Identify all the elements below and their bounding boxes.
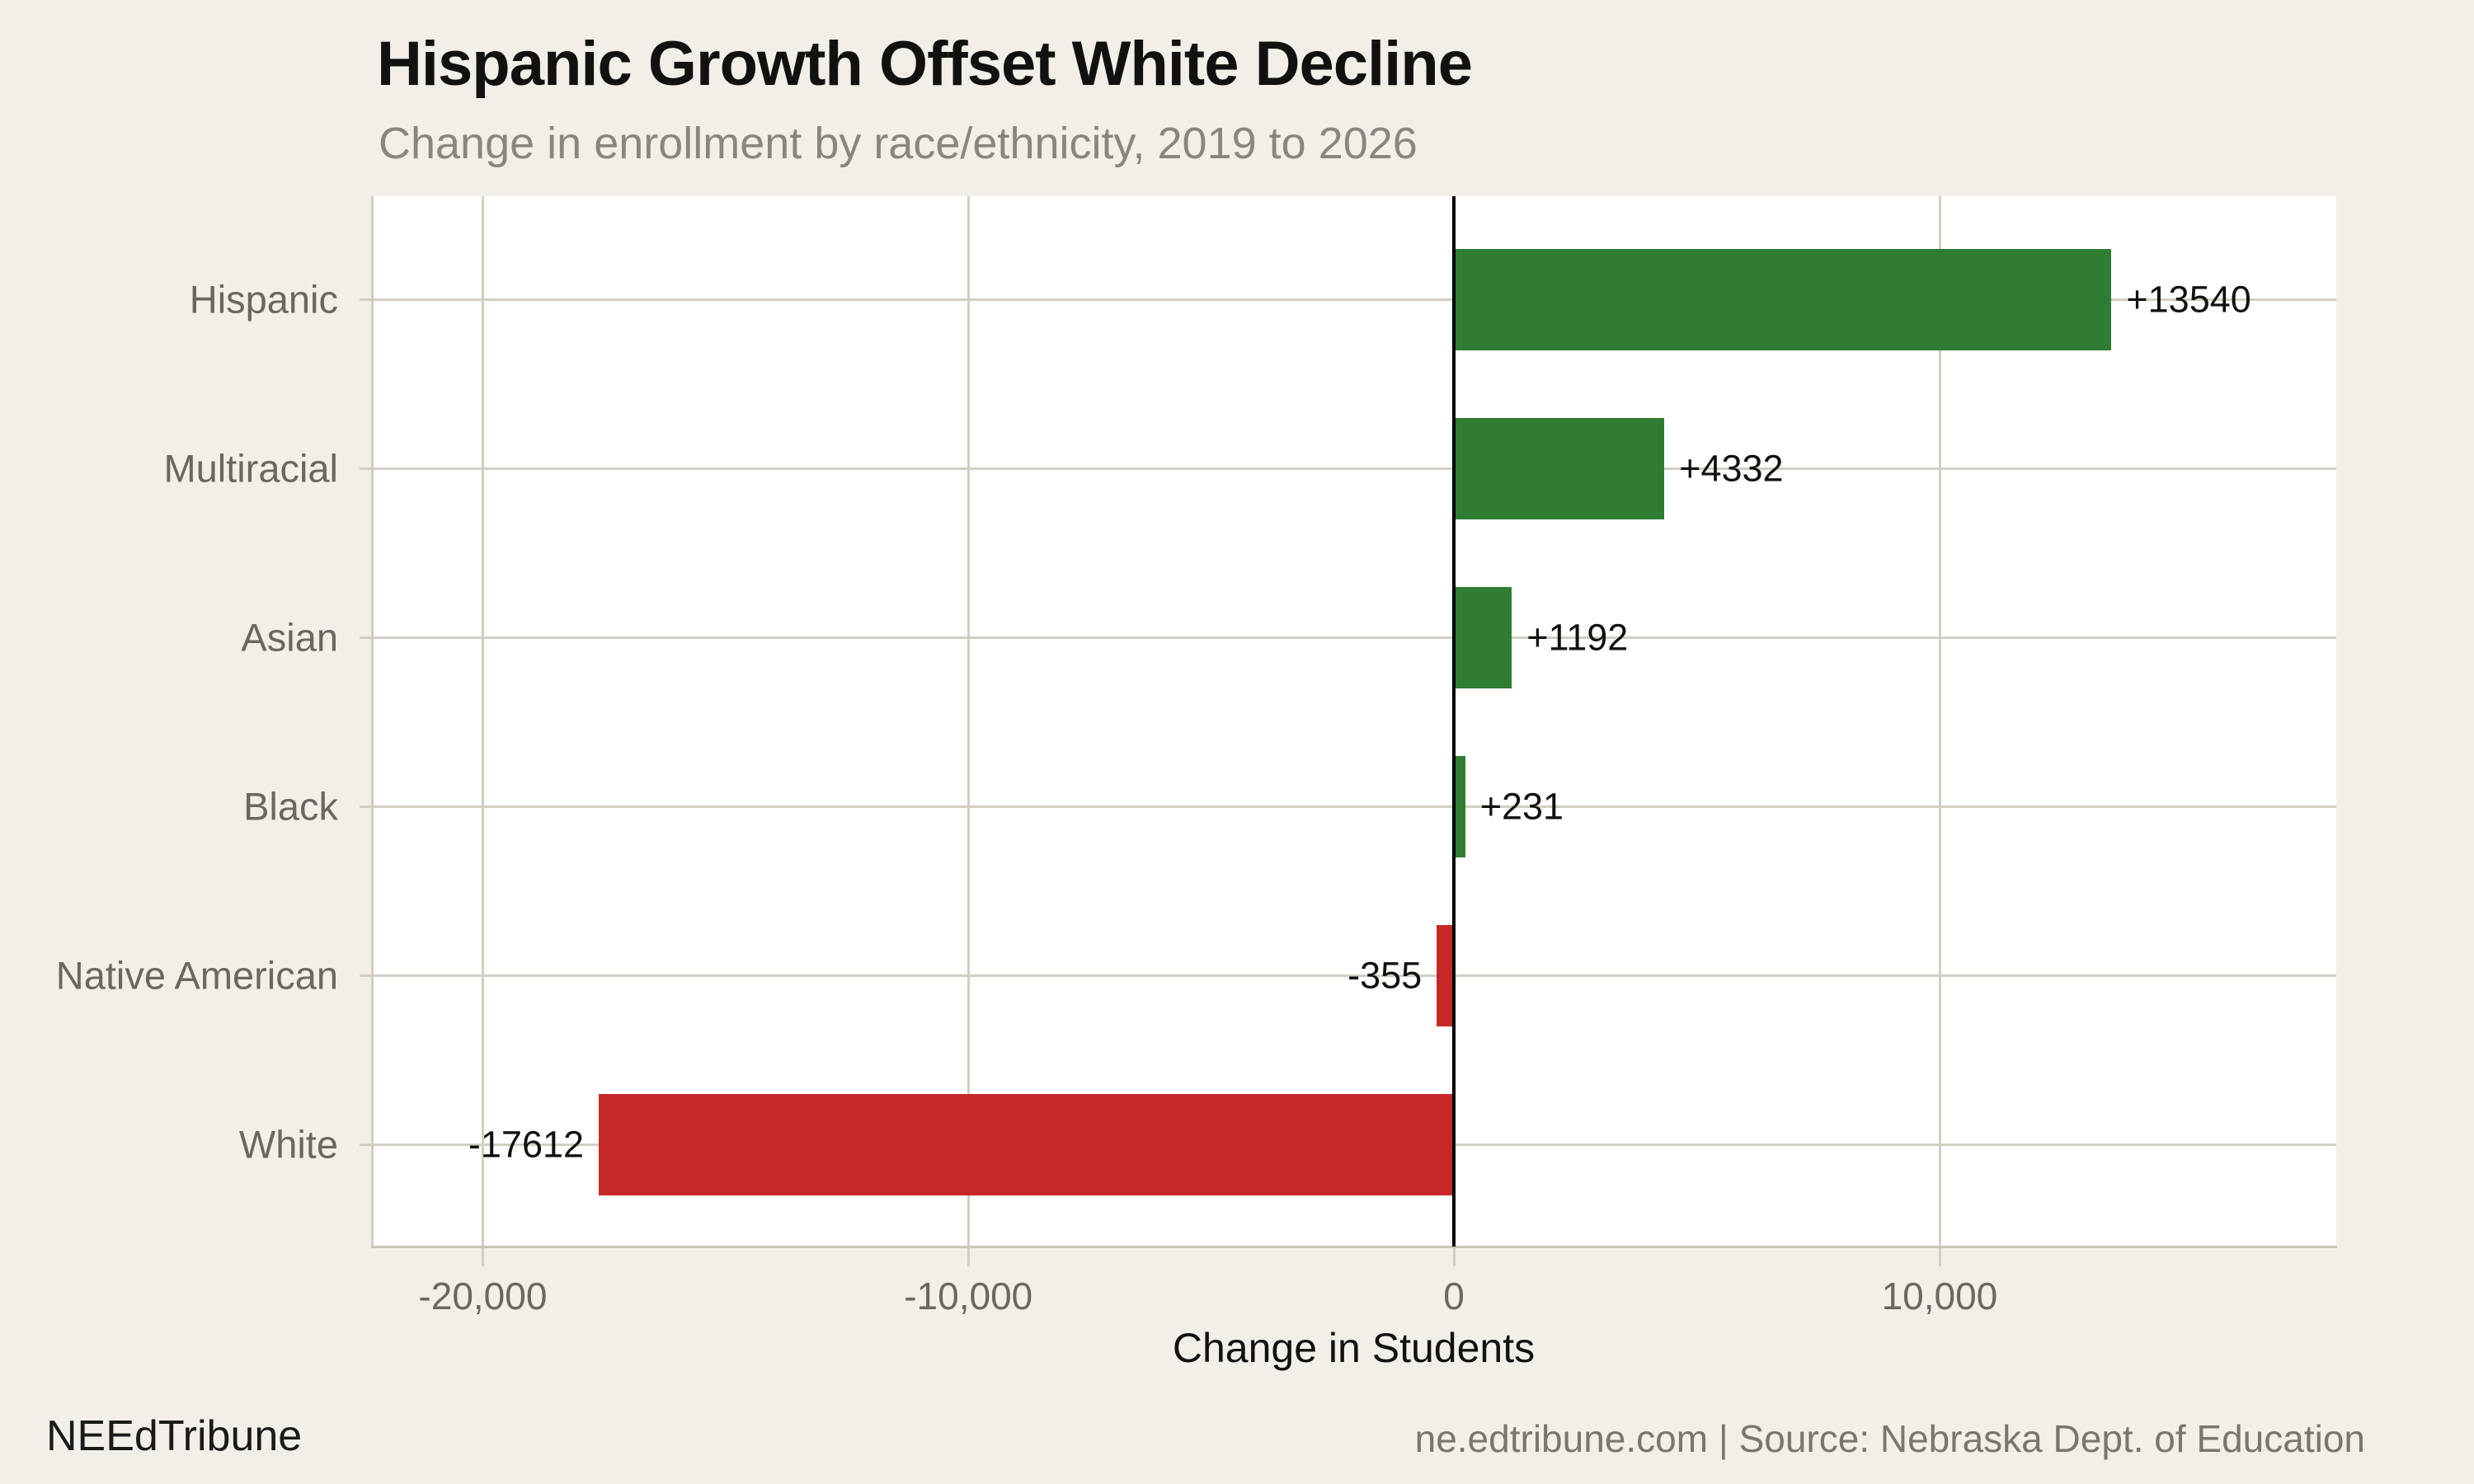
brand-logo-text: NEEdTribune [46,1412,303,1460]
y-tick-mark [360,1144,373,1146]
bar [1437,924,1455,1026]
category-label: Black [243,784,338,829]
x-tick-label: -20,000 [418,1275,548,1317]
plot-area [371,196,2336,1247]
bar [599,1093,1455,1195]
axis-spine-bottom [371,1246,2337,1248]
x-tick-mark [967,1248,971,1266]
category-label: Hispanic [189,277,338,322]
zero-baseline [1452,196,1456,1247]
axis-spine-left [371,196,374,1247]
bar-value-label: +4332 [1679,447,1784,490]
x-tick-mark [1938,1248,1941,1266]
bar-value-label: +1192 [1526,616,1629,659]
x-axis-label: Change in Students [1172,1325,1536,1371]
category-label: White [238,1122,338,1167]
chart-subtitle: Change in enrollment by race/ethnicity, … [379,119,1418,168]
gridline-horizontal [371,467,2336,470]
x-tick-mark [1453,1248,1456,1266]
bar [1454,248,2112,350]
x-tick-mark [482,1248,485,1266]
bar-value-label: -17612 [468,1123,585,1166]
x-tick-label: 0 [1443,1275,1465,1317]
bar-value-label: +231 [1479,785,1564,828]
gridline-horizontal [371,636,2336,639]
bar-value-label: +13540 [2126,278,2251,321]
gridline-vertical [1938,196,1941,1247]
gridline-horizontal [371,805,2336,808]
source-attribution: ne.edtribune.com | Source: Nebraska Dept… [1414,1417,2365,1460]
gridline-horizontal [371,974,2336,977]
y-tick-mark [360,467,373,470]
gridline-vertical [482,196,485,1247]
category-label: Native American [55,953,338,998]
chart-title: Hispanic Growth Offset White Decline [377,29,1473,99]
x-tick-label: -10,000 [904,1275,1033,1317]
y-tick-mark [360,298,373,301]
gridline-horizontal [371,298,2336,301]
y-tick-mark [360,974,373,977]
bar [1454,755,1465,857]
bar-value-label: -355 [1348,954,1423,997]
y-tick-mark [360,805,373,808]
category-label: Asian [241,615,338,660]
y-tick-mark [360,636,373,639]
x-tick-label: 10,000 [1881,1275,1998,1317]
bar [1454,417,1665,519]
category-label: Multiracial [163,446,338,491]
gridline-vertical [967,196,971,1247]
bar [1454,586,1512,688]
